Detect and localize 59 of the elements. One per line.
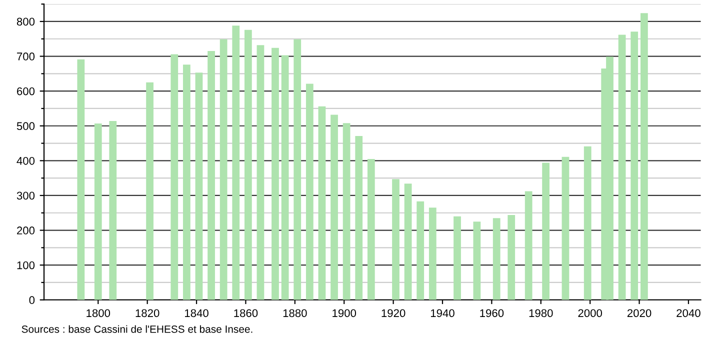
bar — [182, 64, 190, 300]
x-tick-label: 1960 — [480, 309, 504, 318]
bar — [367, 158, 375, 300]
bar — [392, 179, 400, 300]
bar — [318, 106, 326, 300]
bar — [630, 32, 638, 300]
x-tick-label: 1860 — [234, 309, 258, 318]
y-tick-label: 100 — [17, 261, 35, 270]
bar — [473, 222, 481, 300]
x-tick-label: 1880 — [283, 309, 307, 318]
bar — [355, 136, 363, 300]
y-tick-label: 800 — [16, 18, 35, 26]
x-tick-label: 1900 — [332, 309, 356, 318]
x-tick-label: 2020 — [627, 309, 652, 318]
x-tick-label: 1840 — [185, 309, 208, 318]
bar — [256, 45, 264, 300]
x-tick-label: 1920 — [382, 309, 406, 318]
bar — [584, 146, 592, 300]
bar — [208, 51, 215, 300]
y-tick-label: 600 — [17, 87, 35, 96]
y-tick-label: 0 — [29, 296, 35, 304]
y-tick-label: 200 — [17, 226, 35, 234]
bar — [508, 214, 516, 300]
x-tick-label: 2040 — [676, 309, 700, 318]
y-tick-label: 700 — [17, 52, 35, 60]
y-tick-label: 400 — [16, 156, 35, 165]
bar — [109, 121, 117, 300]
bar — [170, 54, 178, 300]
bar — [272, 48, 279, 300]
bar — [524, 191, 532, 300]
bar — [306, 84, 314, 300]
bar — [220, 39, 228, 300]
x-tick-label: 1980 — [529, 309, 553, 318]
bar — [232, 26, 240, 300]
bar — [77, 59, 85, 300]
bar — [294, 39, 302, 300]
bar — [146, 82, 154, 300]
bar — [244, 30, 252, 300]
bar — [330, 114, 338, 300]
x-tick-label: 1800 — [86, 309, 110, 318]
bar — [542, 162, 550, 300]
y-tick-label: 300 — [16, 192, 35, 200]
bar — [492, 218, 500, 300]
bar — [195, 72, 203, 300]
bar — [342, 123, 350, 300]
bar — [404, 184, 412, 300]
y-tick-label: 500 — [16, 122, 35, 130]
x-tick-label: 1940 — [430, 309, 454, 318]
bar — [640, 13, 648, 300]
bar — [618, 34, 626, 300]
bar — [428, 208, 436, 300]
x-tick-label: 2000 — [578, 309, 602, 318]
bar — [94, 123, 102, 300]
bar — [454, 216, 461, 300]
bar — [416, 201, 424, 300]
bar — [562, 156, 570, 300]
bar — [281, 55, 289, 300]
x-tick-label: 1820 — [136, 309, 160, 318]
source-note: Sources : base Cassini de l'EHESS et base Insee. — [22, 325, 252, 333]
